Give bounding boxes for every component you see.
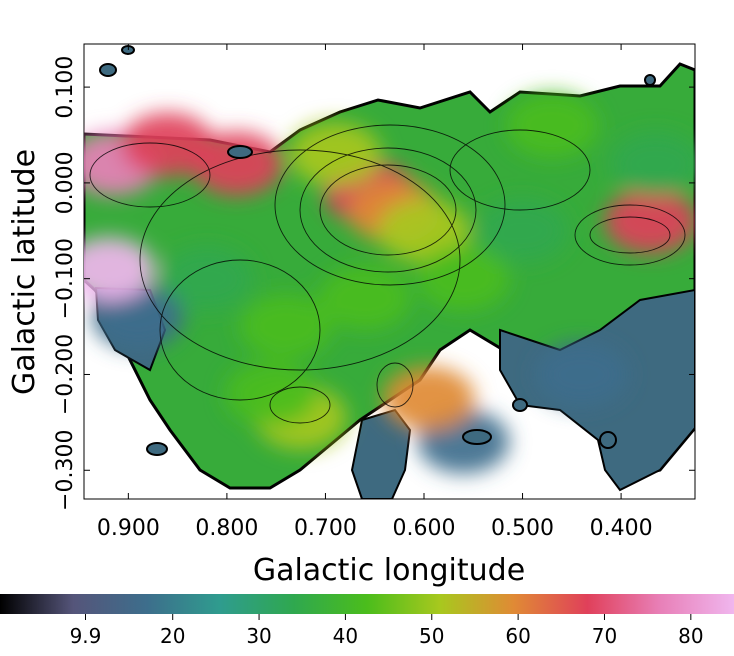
colorbar-tick-label-1: 20: [160, 624, 185, 648]
y-tick-label-0: 0.100: [53, 56, 78, 119]
colorbar-tick-label-4: 50: [419, 624, 444, 648]
x-tick-label-4: 0.500: [491, 516, 554, 541]
emission-map: [84, 45, 695, 499]
x-tick-label-1: 0.800: [195, 516, 258, 541]
isolated-islands: [99, 45, 656, 456]
heat-region-2: [190, 131, 283, 196]
y-tick-label-1: 0.000: [53, 151, 78, 214]
y-axis-ticks: 0.100 0.000 −0.100 −0.200 −0.300: [53, 56, 695, 511]
y-axis-title: Galactic latitude: [7, 149, 42, 395]
heat-region-17: [92, 285, 185, 349]
heat-region-10: [417, 246, 510, 311]
heat-region-7: [318, 265, 411, 330]
colorbar: 9.9 20 30 40 50 60 70 80: [0, 594, 734, 648]
heat-region-18: [382, 366, 475, 431]
y-tick-label-4: −0.300: [53, 430, 78, 511]
contour-lines: [89, 124, 686, 424]
heat-region-15: [535, 342, 628, 407]
colorbar-bar: [0, 594, 734, 614]
x-axis-title: Galactic longitude: [253, 553, 525, 588]
x-tick-label-3: 0.600: [392, 516, 455, 541]
y-tick-label-2: −0.100: [53, 238, 78, 319]
colorbar-ticks: 9.9 20 30 40 50 60 70 80: [70, 614, 704, 648]
heat-region-9: [161, 246, 254, 311]
plot-area: 0.900 0.800 0.700 0.600 0.500 0.400 0.100 0.00…: [7, 43, 696, 588]
x-axis-ticks: 0.900 0.800 0.700 0.600 0.500 0.400: [97, 44, 653, 541]
colorbar-tick-label-7: 80: [678, 624, 703, 648]
colorbar-tick-label-5: 60: [505, 624, 530, 648]
y-tick-label-3: −0.200: [53, 334, 78, 415]
heat-region-14: [609, 131, 695, 196]
colorbar-tick-label-2: 30: [246, 624, 271, 648]
heat-region-20: [225, 361, 318, 426]
heat-region-8: [240, 294, 333, 359]
heat-region-5: [289, 122, 382, 187]
x-tick-label-5: 0.400: [590, 516, 653, 541]
colorbar-tick-label-3: 40: [333, 624, 358, 648]
heat-region-21: [84, 237, 155, 302]
colorbar-tick-label-0: 9.9: [70, 624, 102, 648]
heat-region-6: [377, 198, 470, 263]
heat-blobs: [84, 93, 695, 474]
heat-region-12: [506, 93, 599, 158]
heat-region-11: [476, 198, 569, 263]
x-tick-label-2: 0.700: [294, 516, 357, 541]
colorbar-tick-label-6: 70: [592, 624, 617, 648]
x-tick-label-0: 0.900: [97, 516, 160, 541]
